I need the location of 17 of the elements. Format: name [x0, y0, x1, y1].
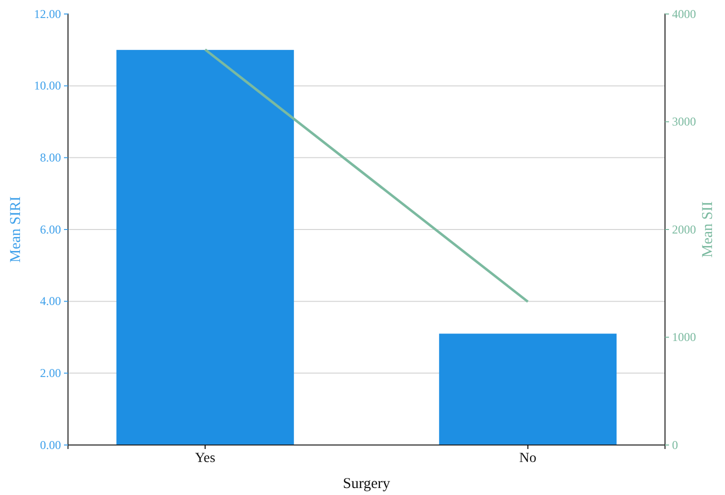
y2-tick-label: 0	[672, 438, 678, 452]
y2-tick-label: 3000	[672, 114, 696, 129]
y-tick-label: 10.00	[34, 78, 61, 93]
y-tick-label: 12.00	[34, 6, 61, 21]
y-axis-title: Mean SIRI	[8, 196, 24, 263]
x-tick-label: Yes	[194, 450, 216, 466]
y-tick-label: 8.00	[40, 150, 61, 165]
y-tick-label: 0.00	[40, 438, 61, 452]
y2-axis-title: Mean SII	[700, 201, 716, 258]
y2-tick-label: 2000	[672, 222, 696, 236]
y-tick-label: 4.00	[40, 294, 61, 308]
y-tick-label: 2.00	[40, 366, 61, 380]
y-tick-label: 6.00	[40, 222, 61, 236]
x-tick-label: No	[519, 450, 536, 466]
y2-tick-label: 4000	[672, 6, 696, 21]
x-axis-title: Surgery	[342, 476, 391, 492]
y2-tick-label: 1000	[672, 330, 696, 344]
